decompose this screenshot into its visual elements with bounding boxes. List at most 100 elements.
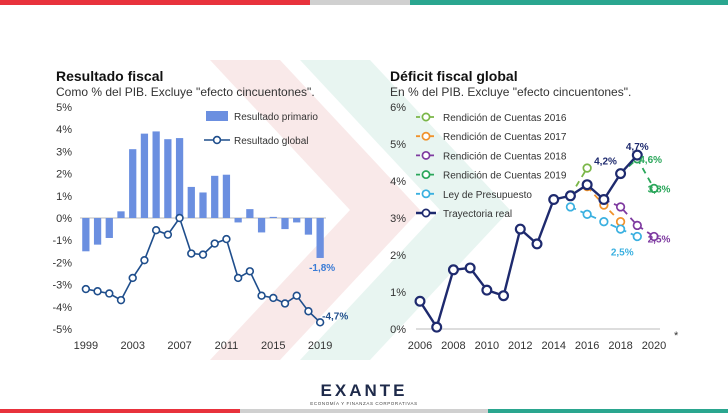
- logo-tagline: ECONOMÍA Y FINANZAS CORPORATIVAS: [310, 401, 418, 406]
- y-tick-label: 6%: [390, 102, 406, 114]
- projection-point: [632, 220, 642, 231]
- projection-point: [632, 231, 642, 242]
- legend-marker: [421, 189, 431, 199]
- legend-label-global: Resultado global: [234, 136, 309, 147]
- projection-line: [603, 198, 655, 238]
- bottom-bar-red: [0, 409, 240, 413]
- projection-point: [599, 217, 609, 227]
- y-tick-label: -4%: [52, 302, 72, 314]
- x-tick-label: 2007: [167, 340, 191, 352]
- top-bar-red: [0, 0, 310, 5]
- x-note: *: [674, 330, 679, 342]
- global-point: [315, 318, 325, 327]
- background-watermark: [210, 60, 510, 360]
- x-tick-label: 2015: [261, 340, 285, 352]
- legend-swatch-primario: [206, 111, 228, 121]
- global-point: [175, 213, 184, 223]
- primario-bar: [304, 218, 313, 235]
- y-tick-label: -3%: [52, 280, 72, 292]
- real-point: [498, 290, 510, 302]
- primario-bar: [257, 218, 266, 233]
- primario-bar: [175, 138, 184, 218]
- top-bar-gray: [310, 0, 410, 5]
- legend-marker: [421, 170, 431, 180]
- y-tick-label: 4%: [390, 176, 406, 188]
- x-tick-label: 2006: [408, 340, 432, 352]
- global-point: [222, 234, 231, 244]
- primario-bar: [199, 192, 207, 218]
- y-tick-label: 4%: [56, 124, 72, 136]
- global-point: [292, 291, 301, 300]
- y-tick-label: -5%: [52, 324, 72, 336]
- logo-name: EXANTE: [320, 381, 408, 400]
- x-tick-label: 2016: [575, 340, 599, 352]
- y-tick-label: 3%: [390, 213, 406, 225]
- y-tick-label: 5%: [56, 102, 72, 114]
- real-point: [431, 321, 443, 333]
- y-tick-label: -2%: [52, 257, 72, 269]
- right-chart-subtitle: En % del PIB. Excluye "efecto cincuenton…: [390, 85, 632, 99]
- primario-bar: [187, 186, 195, 218]
- primario-bar: [293, 218, 301, 223]
- value-annotation: 3,8%: [648, 184, 671, 195]
- bottom-bar-gray: [240, 409, 488, 413]
- right-chart: 6% 5% 4% 3% 2% 1% 0%2006 2008 2010 2012 2014 2016 20…: [390, 102, 679, 352]
- global-point: [128, 273, 137, 283]
- legend-marker: [421, 208, 431, 218]
- real-point: [615, 168, 627, 180]
- projection-point: [615, 217, 626, 227]
- value-annotation: -4,7%: [322, 311, 348, 322]
- primario-bar: [164, 139, 172, 218]
- y-tick-label: 0%: [56, 213, 72, 225]
- bottom-color-bar: [0, 409, 728, 413]
- projection-point: [582, 209, 592, 219]
- projection-point: [649, 183, 659, 194]
- value-annotation: 4,6%: [639, 155, 662, 166]
- value-annotation: -1,8%: [309, 263, 335, 274]
- primario-bar: [117, 211, 125, 218]
- real-point: [564, 190, 576, 202]
- global-point: [245, 267, 255, 276]
- global-point: [151, 226, 161, 235]
- real-point: [447, 264, 459, 276]
- legend-label: Rendición de Cuentas 2017: [443, 132, 567, 143]
- y-tick-label: -1%: [52, 235, 72, 247]
- global-point: [140, 255, 149, 265]
- global-point: [233, 273, 243, 283]
- projection-point: [565, 202, 576, 212]
- y-tick-label: 1%: [390, 287, 406, 299]
- global-point: [280, 299, 290, 308]
- value-annotation: 2,5%: [648, 234, 671, 245]
- legend-marker: [421, 112, 431, 122]
- legend-label: Ley de Presupuesto: [443, 190, 532, 201]
- top-bar-teal: [410, 0, 728, 5]
- right-chart-title: Déficit fiscal global: [390, 68, 518, 84]
- primario-bar: [234, 218, 242, 223]
- legend-marker: [421, 131, 431, 141]
- legend-label-primario: Resultado primario: [234, 112, 318, 123]
- value-annotation: 4,7%: [626, 142, 649, 153]
- real-point: [598, 194, 610, 206]
- x-tick-label: 2003: [120, 340, 144, 352]
- x-tick-label: 1999: [74, 340, 98, 352]
- value-annotation: 4,2%: [594, 157, 617, 168]
- y-tick-label: 1%: [56, 191, 72, 203]
- global-point: [81, 284, 91, 294]
- legend-label: Rendición de Cuentas 2018: [443, 151, 567, 162]
- global-point: [257, 291, 266, 300]
- primario-bar: [211, 175, 219, 218]
- x-tick-label: 2011: [215, 340, 239, 352]
- bottom-bar-teal: [488, 409, 728, 413]
- legend-marker-global: [212, 135, 222, 145]
- real-point: [631, 149, 643, 161]
- global-point: [269, 293, 278, 303]
- primario-bar: [129, 149, 137, 218]
- y-tick-label: 5%: [390, 139, 406, 151]
- global-point: [116, 295, 126, 305]
- projection-point: [615, 202, 626, 212]
- global-point: [198, 250, 208, 259]
- x-tick-label: 2010: [475, 340, 499, 352]
- legend-marker: [421, 150, 431, 160]
- legend-label: Trayectoria real: [443, 209, 512, 220]
- global-point: [93, 287, 102, 296]
